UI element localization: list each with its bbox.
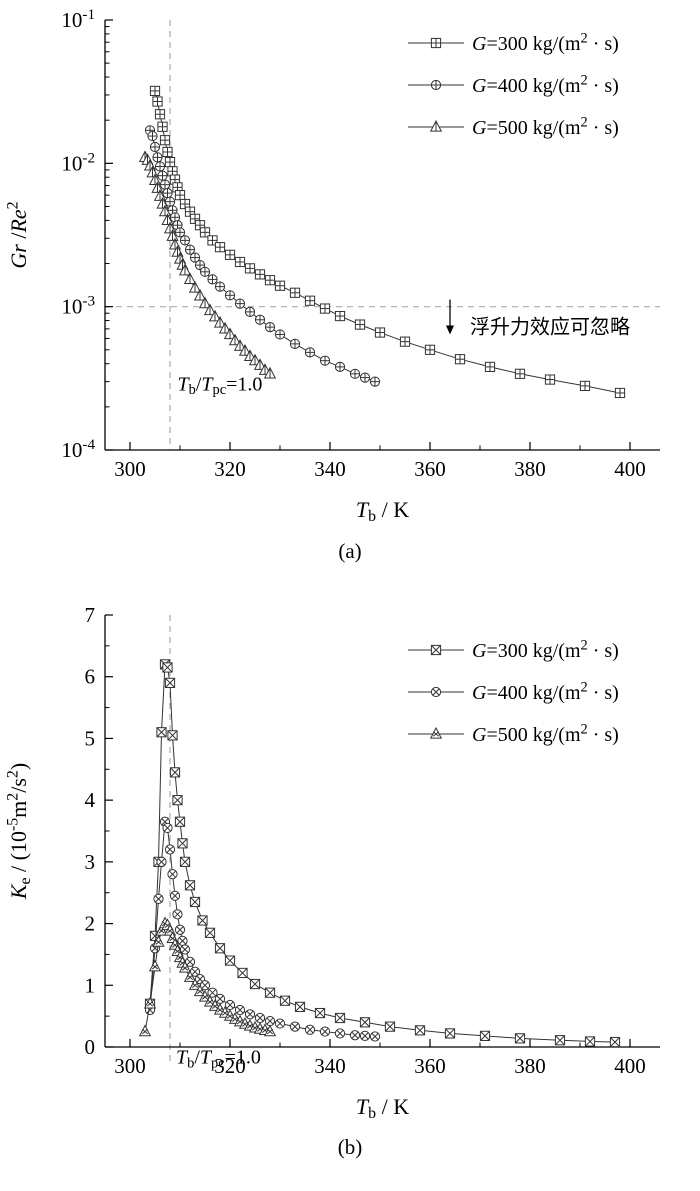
y-tick-label: 1 [85, 973, 96, 997]
chart-b-canvas: 300 320 340 360 380 400 0 1 2 3 4 5 6 7 Tb/Tpc=1.0 G=30… [5, 603, 660, 1122]
y-tick-label: 7 [85, 603, 96, 627]
legend: G=300 kg/(m2 · s) G=400 kg/(m2 · s) G=500 … [408, 30, 619, 139]
y-tick-label: 10-4 [61, 437, 95, 462]
y-tick-label: 10-3 [61, 294, 95, 319]
pseudocritical-label: Tb/Tpc=1.0 [176, 1047, 261, 1072]
series-2 [144, 816, 381, 1042]
chart-a-canvas: 300 320 340 360 380 400 10-4 10-3 10-2 10-1 Tb/Tpc… [5, 7, 660, 525]
series-1 [149, 85, 626, 399]
x-axis-title: Tb / K [356, 1094, 409, 1122]
legend-label: G=300 kg/(m2 · s) [472, 30, 619, 55]
series-3 [138, 916, 277, 1037]
x-tick-label: 320 [214, 1054, 246, 1078]
plot-area-b: 300 320 340 360 380 400 0 1 2 3 4 5 6 7 Tb/Tpc=1.0 G=30… [5, 603, 660, 1122]
x-tick-label: 380 [514, 457, 546, 481]
x-axis-title: Tb / K [356, 497, 409, 525]
legend-label: G=400 kg/(m2 · s) [472, 72, 619, 97]
y-axis-title: Gr /Re2 [5, 201, 31, 268]
series-1 [144, 659, 621, 1048]
x-tick-label: 300 [114, 1054, 146, 1078]
x-tick-label: 340 [314, 457, 346, 481]
y-tick-label: 5 [85, 726, 96, 750]
x-tick-label: 400 [614, 1054, 646, 1078]
caption-a: (a) [338, 539, 362, 563]
y-tick-label: 10-1 [61, 7, 95, 32]
plot-area-a: 300 320 340 360 380 400 10-4 10-3 10-2 10-1 Tb/Tpc… [5, 7, 660, 525]
y-tick-label: 6 [85, 665, 96, 689]
y-tick-label: 4 [85, 788, 96, 812]
legend-label: G=500 kg/(m2 · s) [472, 114, 619, 139]
series-line [149, 130, 376, 383]
y-tick-label: 3 [85, 850, 96, 874]
series-line [149, 663, 616, 1043]
down-arrow [446, 299, 454, 335]
x-tick-label: 400 [614, 457, 646, 481]
y-tick-label: 0 [85, 1035, 96, 1059]
x-tick-label: 380 [514, 1054, 546, 1078]
series-2 [144, 125, 381, 387]
x-tick-label: 360 [414, 1054, 446, 1078]
x-tick-label: 320 [214, 457, 246, 481]
y-tick-label: 2 [85, 912, 96, 936]
y-tick-label: 10-2 [61, 150, 95, 175]
buoyancy-negligible-label: 浮升力效应可忽略 [470, 314, 630, 338]
legend-label: G=500 kg/(m2 · s) [472, 721, 619, 746]
legend: G=300 kg/(m2 · s) G=400 kg/(m2 · s) G=500 … [408, 637, 619, 746]
legend-label: G=400 kg/(m2 · s) [472, 679, 619, 704]
series-3 [138, 150, 277, 379]
legend-label: G=300 kg/(m2 · s) [472, 637, 619, 662]
y-axis-title: Ke / (10-5m2/s2) [5, 763, 34, 900]
caption-b: (b) [337, 1135, 363, 1159]
x-tick-label: 360 [414, 457, 446, 481]
chart-a: 300 320 340 360 380 400 10-4 10-3 10-2 10-1 Tb/Tpc… [0, 0, 700, 595]
pseudocritical-label: Tb/Tpc=1.0 [178, 374, 263, 399]
chart-b: 300 320 340 360 380 400 0 1 2 3 4 5 6 7 Tb/Tpc=1.0 G=30… [0, 595, 700, 1191]
x-tick-label: 340 [314, 1054, 346, 1078]
x-tick-label: 300 [114, 457, 146, 481]
